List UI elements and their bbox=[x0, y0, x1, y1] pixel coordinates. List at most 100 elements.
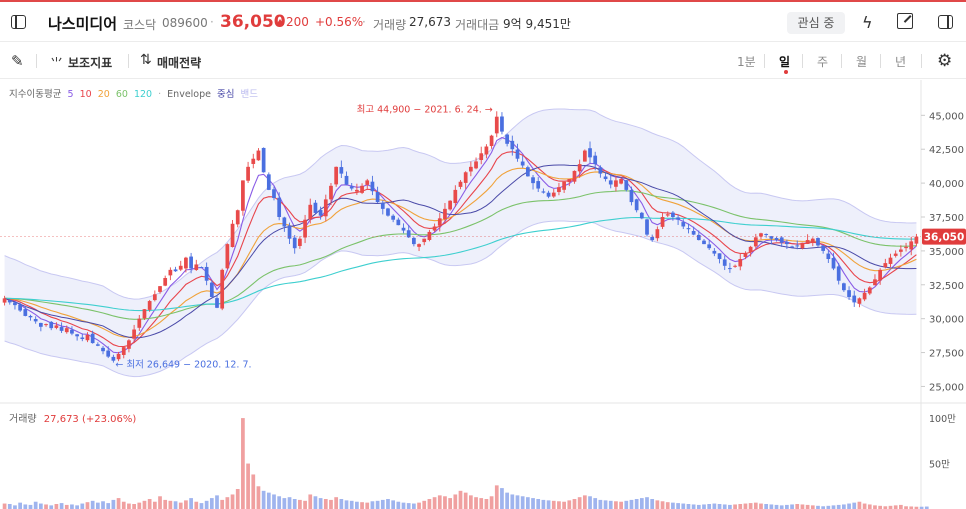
period-week[interactable]: 주 bbox=[817, 55, 829, 69]
stock-name: 나스미디어 bbox=[48, 15, 118, 33]
candle bbox=[546, 192, 551, 197]
trade-amount-value: 9억 9,451만 bbox=[503, 17, 571, 31]
volume-bar bbox=[474, 497, 478, 509]
volume-bar bbox=[489, 496, 494, 509]
candle bbox=[127, 340, 131, 349]
volume-bar bbox=[44, 504, 48, 509]
period-year[interactable]: 년 bbox=[895, 55, 907, 69]
candle bbox=[557, 187, 561, 193]
volume-bar bbox=[292, 499, 297, 509]
volume-bar bbox=[826, 505, 831, 509]
active-period-dot bbox=[784, 70, 788, 74]
candle bbox=[33, 318, 38, 322]
volume-bar bbox=[437, 495, 442, 509]
candle bbox=[696, 234, 701, 241]
ma-120-line bbox=[4, 216, 917, 312]
edit-icon[interactable] bbox=[897, 13, 913, 29]
volume-bar bbox=[49, 505, 54, 509]
volume-bar bbox=[313, 496, 318, 509]
strategy-icon[interactable]: ⇅ bbox=[140, 52, 152, 68]
volume-bar bbox=[360, 502, 364, 509]
candle bbox=[660, 217, 665, 227]
candle bbox=[184, 257, 188, 269]
volume-bar bbox=[106, 503, 111, 509]
candle bbox=[375, 191, 380, 203]
candle bbox=[614, 180, 618, 187]
y-tick-label: 45,000 bbox=[929, 111, 964, 122]
candle bbox=[847, 290, 851, 297]
lightning-icon[interactable]: ϟ bbox=[862, 13, 873, 32]
candle bbox=[54, 325, 59, 328]
candle bbox=[810, 238, 815, 243]
volume-bar bbox=[525, 497, 530, 509]
candle bbox=[468, 166, 473, 172]
period-month[interactable]: 월 bbox=[856, 55, 868, 69]
volume-bar bbox=[603, 500, 608, 509]
strategy-button[interactable]: 매매전략 bbox=[157, 56, 202, 70]
volume-bar bbox=[339, 499, 344, 509]
volume-bar bbox=[391, 500, 396, 509]
candle bbox=[795, 245, 800, 247]
volume-bar bbox=[645, 497, 649, 509]
y-tick-label: 27,500 bbox=[929, 349, 964, 360]
volume-bar bbox=[246, 463, 250, 509]
volume-bar bbox=[696, 504, 701, 509]
volume-legend-title: 거래량 bbox=[9, 414, 37, 425]
candle bbox=[199, 267, 204, 269]
candle bbox=[893, 253, 898, 256]
candle bbox=[525, 167, 530, 177]
candle bbox=[168, 269, 173, 276]
separator-dot: · bbox=[362, 15, 366, 29]
candle bbox=[111, 356, 116, 361]
volume-bar bbox=[235, 489, 240, 509]
volume-bar bbox=[199, 503, 204, 509]
ma-60-label: 60 bbox=[115, 89, 128, 100]
watchlist-button[interactable]: 관심 중 bbox=[787, 12, 845, 34]
candle bbox=[432, 226, 437, 231]
volume-tick-label: 50만 bbox=[929, 460, 950, 471]
candle bbox=[344, 175, 349, 185]
period-day[interactable]: 일 bbox=[779, 55, 791, 69]
indicator-icon[interactable]: ⺌ bbox=[50, 57, 64, 72]
pen-icon[interactable]: ✎ bbox=[11, 52, 24, 70]
candle bbox=[158, 286, 162, 292]
indicator-button[interactable]: 보조지표 bbox=[68, 56, 113, 70]
candle bbox=[75, 334, 79, 337]
settings-gear-icon[interactable]: ⚙ bbox=[937, 51, 953, 71]
candle bbox=[241, 180, 245, 211]
candle bbox=[303, 219, 307, 238]
volume-value: 27,673 bbox=[409, 15, 451, 29]
volume-bar bbox=[624, 500, 629, 509]
sidebar-toggle-icon[interactable] bbox=[11, 15, 26, 29]
candle bbox=[142, 309, 147, 319]
candle bbox=[95, 344, 100, 346]
candle bbox=[764, 233, 769, 235]
candle bbox=[106, 350, 111, 357]
candle bbox=[189, 256, 193, 269]
volume-bar bbox=[847, 503, 851, 509]
volume-bar bbox=[494, 485, 499, 509]
volume-bar bbox=[33, 501, 38, 509]
candle bbox=[639, 212, 644, 219]
candle bbox=[722, 259, 727, 266]
period-1min[interactable]: 1분 bbox=[737, 55, 756, 69]
volume-bar bbox=[899, 504, 903, 509]
volume-bar bbox=[95, 502, 100, 509]
volume-bar bbox=[132, 504, 136, 509]
volume-bar bbox=[857, 501, 862, 509]
candle bbox=[417, 244, 421, 247]
candle bbox=[116, 353, 121, 360]
volume-bar bbox=[282, 498, 287, 509]
candle bbox=[85, 334, 90, 341]
volume-bar bbox=[23, 504, 28, 509]
volume-bar bbox=[386, 499, 390, 509]
volume-bar bbox=[546, 500, 551, 509]
candle bbox=[665, 214, 670, 216]
volume-bar bbox=[717, 504, 722, 509]
volume-bar bbox=[691, 504, 696, 509]
candle bbox=[453, 189, 458, 204]
price-chart[interactable]: 45,000 42,500 40,000 37,500 35,000 32,500 30,0… bbox=[0, 80, 966, 509]
indicator-legend: 지수이동평균 5 10 20 60 120 · Envelope 중심 밴드 bbox=[9, 86, 261, 100]
side-panel-icon[interactable] bbox=[938, 15, 953, 29]
y-tick-label: 32,500 bbox=[929, 281, 964, 292]
